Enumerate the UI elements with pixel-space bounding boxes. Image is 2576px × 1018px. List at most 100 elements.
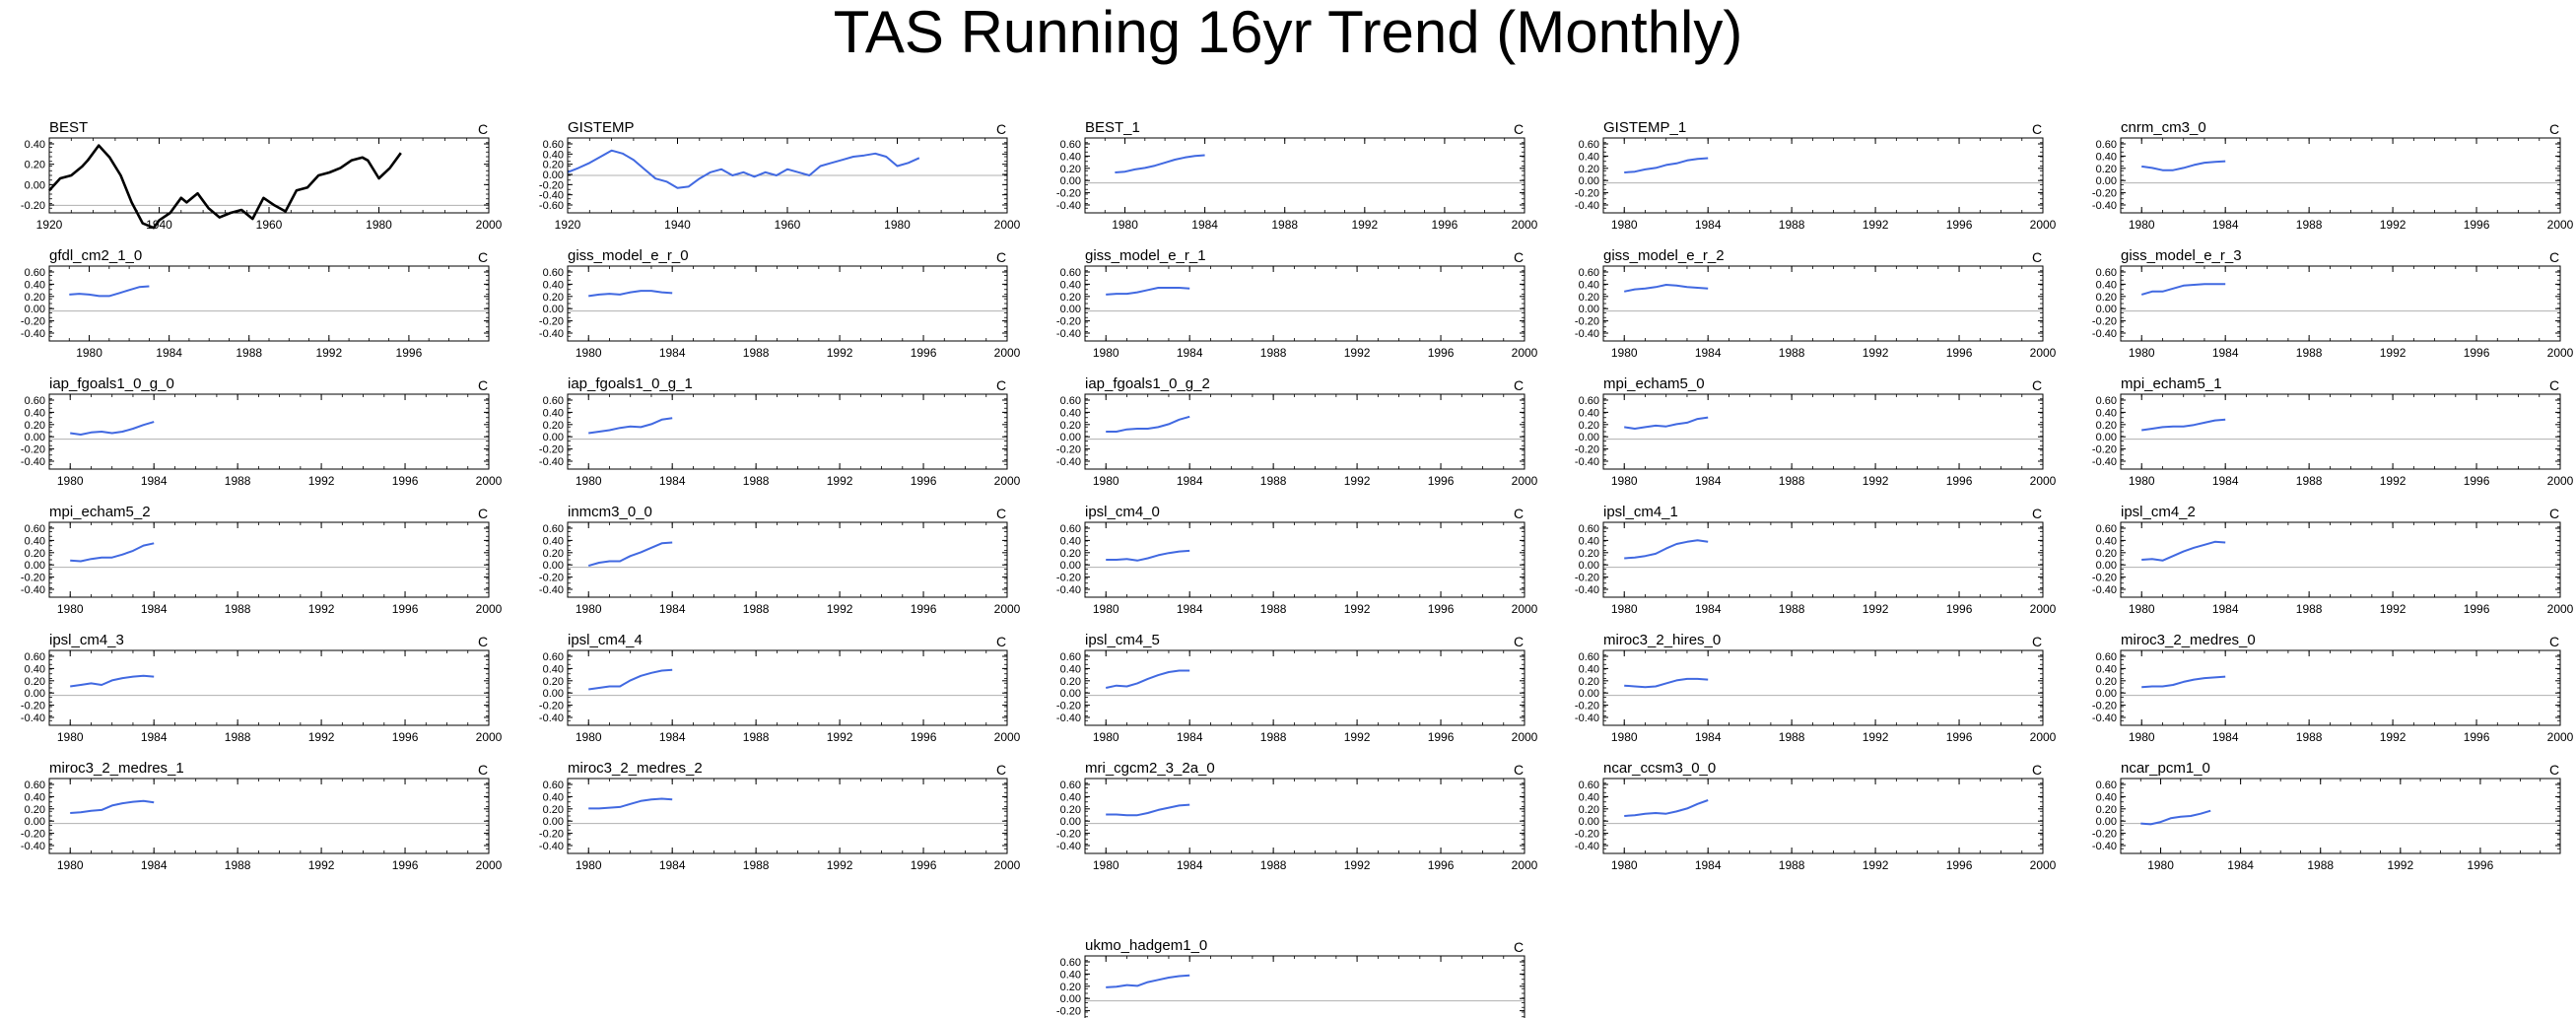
x-tick-label: 2000 <box>1512 858 1538 872</box>
chart-panel: ipsl_cm4_0 C 0.600.400.200.00-0.20-0.40 198… <box>1056 504 1538 616</box>
x-tick-label: 1996 <box>392 730 419 744</box>
x-tick-label: 1988 <box>1779 474 1805 488</box>
x-tick-label: 1996 <box>392 474 419 488</box>
unit-label: C <box>478 377 488 393</box>
y-tick-label: -0.40 <box>1056 713 1081 724</box>
panel-title: BEST_1 <box>1085 119 1140 136</box>
plot-frame <box>567 521 1008 598</box>
plot-frame <box>1602 137 2044 214</box>
y-tick-label: 0.20 <box>1060 164 1081 175</box>
y-tick-label: 0.00 <box>2096 688 2117 700</box>
panel-title: mri_cgcm2_3_2a_0 <box>1085 760 1215 777</box>
series-line <box>1106 549 1190 562</box>
x-tick-label: 1992 <box>827 602 853 616</box>
y-tick-label: 0.60 <box>2096 651 2117 663</box>
x-tick-label: 1996 <box>1428 730 1455 744</box>
chart-panel: mpi_echam5_2 C 0.600.400.200.00-0.20-0.40 1… <box>21 504 503 616</box>
x-tick-label: 1992 <box>1863 218 1889 232</box>
y-tick-label: 0.60 <box>1579 651 1599 663</box>
x-tick-label: 1992 <box>2380 346 2407 360</box>
x-tick-label: 1984 <box>141 474 168 488</box>
x-tick-label: 1996 <box>911 474 937 488</box>
x-tick-label: 1996 <box>911 858 937 872</box>
x-tick-label: 2000 <box>994 474 1021 488</box>
unit-label: C <box>1514 121 1524 137</box>
y-tick-label: 0.40 <box>1579 407 1599 419</box>
x-tick-label: 1980 <box>2129 602 2155 616</box>
y-tick-label: 0.40 <box>1579 791 1599 803</box>
x-tick-label: 1996 <box>1428 858 1455 872</box>
y-tick-label: 0.60 <box>543 651 564 663</box>
x-tick-label: 2000 <box>994 730 1021 744</box>
series-line <box>1624 539 1709 560</box>
panel-title: ipsl_cm4_0 <box>1085 504 1160 520</box>
unit-label: C <box>478 121 488 137</box>
plot-frame <box>48 137 490 214</box>
x-tick-label: 1980 <box>884 218 911 232</box>
unit-label: C <box>996 506 1006 521</box>
chart-panel: giss_model_e_r_1 C 0.600.400.200.00-0.20-0… <box>1056 247 1538 360</box>
unit-label: C <box>2549 121 2559 137</box>
unit-label: C <box>2032 121 2042 137</box>
y-tick-label: 0.20 <box>1060 292 1081 304</box>
y-tick-label: 0.60 <box>1060 267 1081 279</box>
y-tick-label: -0.40 <box>2092 713 2117 724</box>
x-tick-label: 1996 <box>1946 474 1973 488</box>
series-line <box>1624 416 1709 430</box>
y-tick-label: 0.40 <box>543 407 564 419</box>
y-tick-label: 0.20 <box>543 420 564 432</box>
x-tick-label: 1980 <box>576 474 602 488</box>
x-tick-label: 1988 <box>1260 858 1287 872</box>
x-tick-label: 1992 <box>1863 346 1889 360</box>
x-tick-label: 1920 <box>555 218 581 232</box>
y-tick-label: 0.00 <box>1579 688 1599 700</box>
y-tick-label: -0.40 <box>1575 841 1599 852</box>
panel-title: giss_model_e_r_1 <box>1085 247 1206 264</box>
y-tick-label: -0.20 <box>1575 316 1599 328</box>
y-tick-label: 0.40 <box>2096 151 2117 163</box>
chart-panel: miroc3_2_hires_0 C 0.600.400.200.00-0.20-0… <box>1575 632 2057 744</box>
y-tick-label: -0.20 <box>1575 573 1599 584</box>
chart-panel: ncar_pcm1_0 C 0.600.400.200.00-0.20-0.40 19… <box>2092 760 2561 872</box>
y-tick-label: -0.20 <box>2092 701 2117 713</box>
y-tick-label: 0.20 <box>1060 548 1081 560</box>
y-tick-label: -0.40 <box>2092 584 2117 596</box>
plot-frame <box>1602 265 2044 342</box>
unit-label: C <box>478 762 488 778</box>
y-tick-label: -0.40 <box>1575 713 1599 724</box>
x-tick-label: 1996 <box>2464 730 2490 744</box>
chart-panel: giss_model_e_r_2 C 0.600.400.200.00-0.20-0… <box>1575 247 2057 360</box>
y-tick-label: 0.20 <box>25 420 45 432</box>
x-tick-label: 1980 <box>57 602 84 616</box>
x-tick-label: 1984 <box>1695 346 1722 360</box>
panel-title: iap_fgoals1_0_g_1 <box>568 375 693 392</box>
x-tick-label: 1980 <box>1611 730 1638 744</box>
x-tick-label: 2000 <box>1512 346 1538 360</box>
y-tick-label: -0.20 <box>539 701 564 713</box>
y-tick-label: -0.20 <box>1056 316 1081 328</box>
y-tick-label: -0.40 <box>1056 841 1081 852</box>
y-tick-label: -0.20 <box>21 573 45 584</box>
y-tick-label: 0.20 <box>25 548 45 560</box>
plot-frame <box>567 265 1008 342</box>
chart-panel: mpi_echam5_0 C 0.600.400.200.00-0.20-0.40 1… <box>1575 375 2057 488</box>
x-tick-label: 1992 <box>827 858 853 872</box>
panel-title: miroc3_2_medres_2 <box>568 760 703 777</box>
x-tick-label: 1988 <box>743 602 770 616</box>
x-tick-label: 2000 <box>2547 346 2574 360</box>
x-tick-label: 1988 <box>1271 218 1298 232</box>
y-tick-label: 0.00 <box>2096 560 2117 572</box>
x-tick-label: 1996 <box>2464 346 2490 360</box>
plot-frame <box>1084 393 1525 470</box>
unit-label: C <box>996 762 1006 778</box>
x-tick-label: 1988 <box>2296 346 2323 360</box>
y-tick-label: 0.20 <box>543 804 564 816</box>
series-line <box>1624 799 1709 817</box>
y-tick-label: 0.40 <box>1060 535 1081 547</box>
x-tick-label: 1992 <box>827 346 853 360</box>
unit-label: C <box>996 634 1006 649</box>
y-tick-label: -0.40 <box>1056 584 1081 596</box>
unit-label: C <box>1514 762 1524 778</box>
y-tick-label: -0.40 <box>539 584 564 596</box>
y-tick-label: 0.60 <box>25 267 45 279</box>
